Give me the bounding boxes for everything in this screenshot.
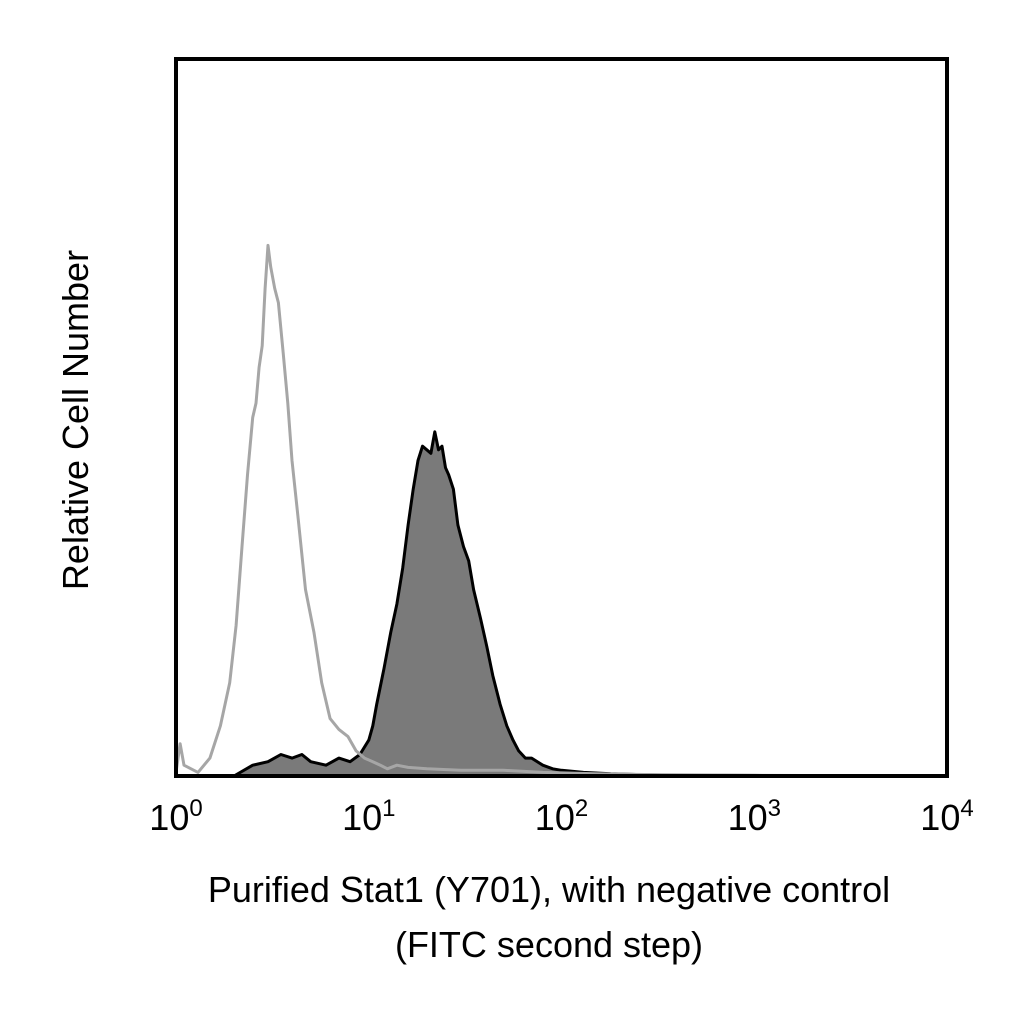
x-axis-label-line-1: Purified Stat1 (Y701), with negative con… <box>208 869 890 910</box>
x-tick-labels: 100 101 102 103 104 <box>149 795 973 838</box>
x-tick-label-2: 102 <box>535 795 588 838</box>
series-0-line <box>174 243 948 778</box>
plot-frame <box>174 57 949 778</box>
x-tick-label-4: 104 <box>920 795 973 838</box>
x-tick-label-0: 100 <box>149 795 202 838</box>
series-1-area <box>176 431 947 776</box>
x-tick-label-1: 101 <box>342 795 395 838</box>
y-axis-label: Relative Cell Number <box>55 250 96 590</box>
x-axis-label-line-2: (FITC second step) <box>395 924 703 965</box>
series-layer <box>174 243 948 778</box>
series-1-outline <box>176 430 948 778</box>
x-tick-label-3: 103 <box>728 795 781 838</box>
